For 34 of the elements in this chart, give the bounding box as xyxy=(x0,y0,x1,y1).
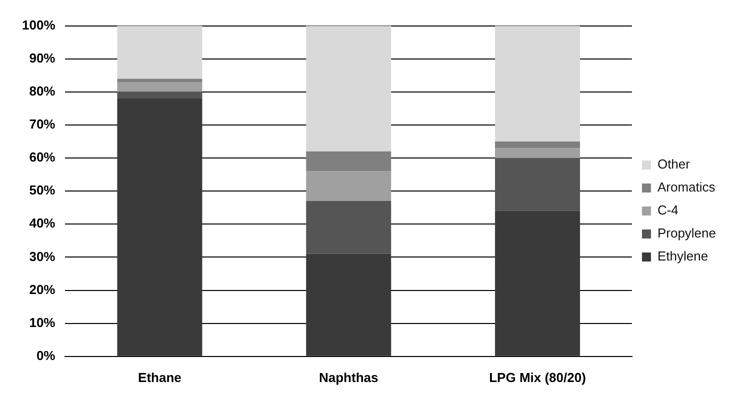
bar xyxy=(495,26,580,142)
bar xyxy=(117,26,202,79)
x-tick-label: Ethane xyxy=(138,370,182,385)
bar xyxy=(495,158,580,211)
legend-label: C-4 xyxy=(657,202,678,218)
legend-label: Aromatics xyxy=(657,180,716,195)
x-tick-label: Naphthas xyxy=(318,370,378,385)
bar xyxy=(495,142,580,148)
y-tick-label: 10% xyxy=(29,314,56,330)
y-tick-label: 70% xyxy=(29,116,56,132)
y-tick-label: 100% xyxy=(22,17,56,32)
y-tick-label: 50% xyxy=(29,182,56,198)
bar xyxy=(117,92,202,99)
legend-label: Other xyxy=(657,156,691,172)
x-tick-label: LPG Mix (80/20) xyxy=(489,370,586,385)
y-tick-label: 90% xyxy=(29,50,56,66)
y-tick-label: 30% xyxy=(29,248,56,264)
bar xyxy=(117,98,202,356)
y-tick-label: 40% xyxy=(29,216,56,231)
legend-label: Propylene xyxy=(657,226,716,241)
y-tick-label: 20% xyxy=(29,282,56,297)
bar xyxy=(495,148,580,158)
bar xyxy=(306,151,392,172)
bar xyxy=(117,78,202,82)
bar xyxy=(306,201,392,254)
bar xyxy=(306,171,392,202)
y-tick-label: 80% xyxy=(29,84,56,98)
bar xyxy=(117,82,202,92)
bar xyxy=(306,254,392,356)
y-tick-label: 0% xyxy=(36,348,56,363)
bar xyxy=(495,210,580,356)
bar xyxy=(306,26,392,152)
legend-label: Ethylene xyxy=(657,248,708,264)
y-tick-label: 60% xyxy=(29,150,56,165)
